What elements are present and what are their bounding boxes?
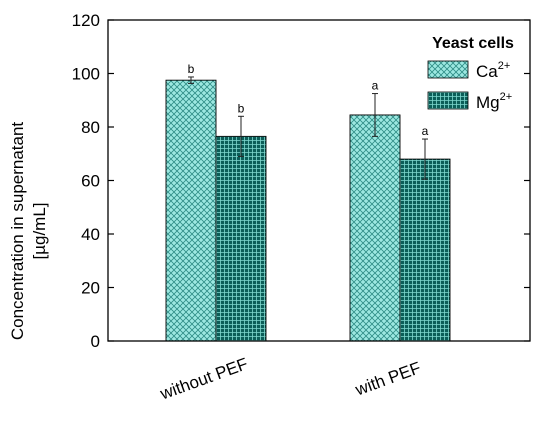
y-axis-label-line1: Concentration in supernatant: [8, 122, 27, 341]
y-axis-label-line2: [µg/mL]: [30, 202, 49, 259]
bar-ca-1: [349, 114, 401, 342]
legend-label-ca: Ca2+: [476, 60, 510, 81]
y-tick-label: 60: [81, 172, 100, 191]
x-tick-label: with PEF: [352, 358, 423, 399]
bar-mg-0: [215, 135, 267, 342]
x-tick-label: without PEF: [157, 354, 251, 404]
y-axis-ticks: 0 20 40 60 80 100 120: [72, 11, 530, 351]
significance-label: a: [422, 124, 429, 138]
legend-label-mg: Mg2+: [476, 91, 512, 112]
error-bars-group: [188, 76, 428, 180]
legend: Yeast cells Ca2+ Mg2+: [427, 35, 514, 112]
y-tick-label: 0: [91, 332, 100, 351]
significance-label: a: [372, 79, 379, 93]
significance-label: b: [188, 62, 195, 76]
bar-ca-0: [165, 79, 217, 342]
y-tick-label: 40: [81, 225, 100, 244]
y-tick-label: 100: [72, 65, 100, 84]
legend-swatch-ca: [427, 60, 469, 79]
legend-title: Yeast cells: [432, 35, 514, 52]
legend-swatch-mg: [427, 91, 469, 110]
significance-label: b: [238, 101, 245, 115]
x-axis-labels: without PEF with PEF: [157, 354, 423, 404]
plot-frame: [107, 19, 531, 342]
bar-mg-1: [399, 158, 451, 342]
y-tick-label: 80: [81, 118, 100, 137]
y-tick-label: 120: [72, 11, 100, 30]
significance-labels: b b a a: [188, 62, 429, 138]
y-tick-label: 20: [81, 279, 100, 298]
bars-group: [165, 79, 451, 342]
